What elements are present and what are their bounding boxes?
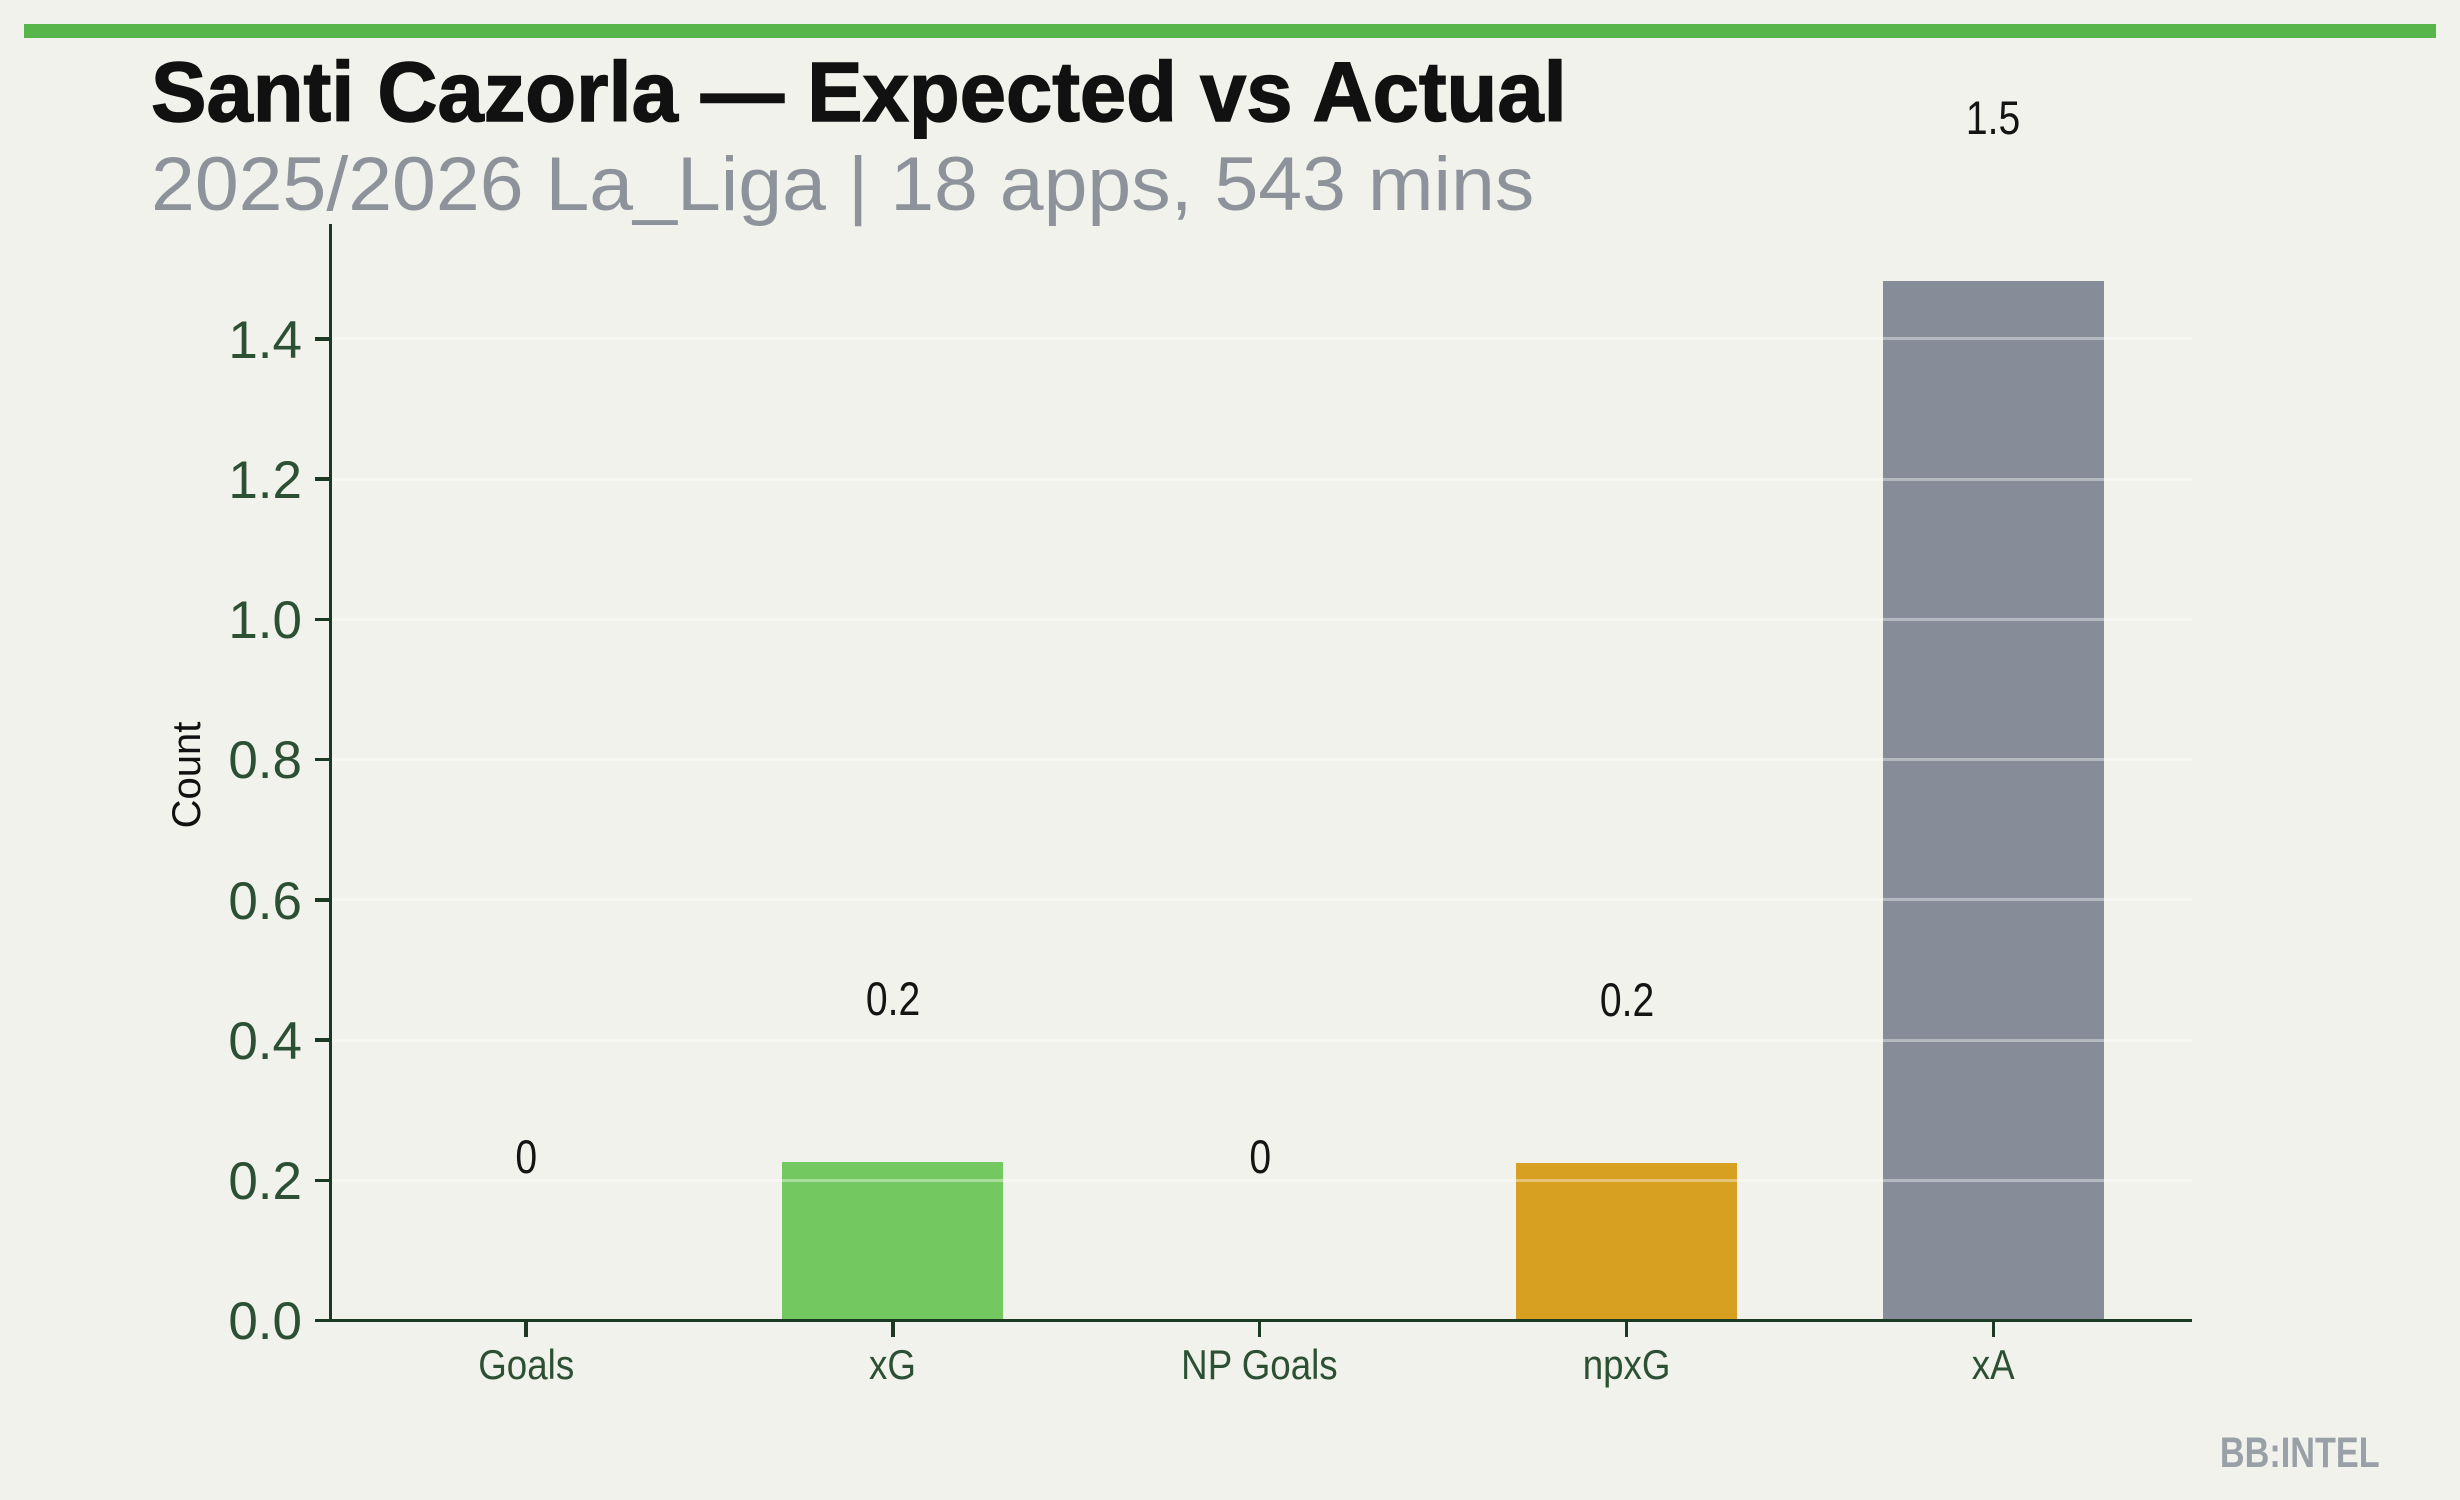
value-label-goals: 0 bbox=[515, 1131, 537, 1185]
x-tick-goals bbox=[524, 1322, 528, 1337]
x-tick-label-np-goals: NP Goals bbox=[1181, 1340, 1339, 1388]
value-label-npxg: 0.2 bbox=[1599, 973, 1654, 1027]
y-tick-label-0.2: 0.2 bbox=[228, 1151, 302, 1211]
y-tick-label-1.4: 1.4 bbox=[228, 310, 302, 370]
chart-subtitle: 2025/2026 La_Liga | 18 apps, 543 mins bbox=[151, 141, 1535, 227]
y-tick-label-0.8: 0.8 bbox=[228, 731, 302, 791]
chart-title: Santi Cazorla — Expected vs Actual bbox=[150, 44, 1567, 139]
y-tick-label-1.2: 1.2 bbox=[228, 450, 302, 510]
y-tick-label-0.6: 0.6 bbox=[228, 871, 302, 931]
x-tick-label-xa: xA bbox=[1972, 1340, 2015, 1388]
value-label-xa: 1.5 bbox=[1966, 92, 2021, 146]
bar-xg bbox=[782, 1162, 1004, 1323]
x-axis-line bbox=[315, 1318, 2192, 1323]
y-tick-label-1.0: 1.0 bbox=[228, 591, 302, 651]
x-tick-label-goals: Goals bbox=[478, 1340, 574, 1388]
gridline-y-1 bbox=[330, 617, 2192, 621]
x-tick-npxg bbox=[1625, 1322, 1629, 1337]
gridline-y-0.4 bbox=[330, 1038, 2192, 1042]
y-tick-label-0.0: 0.0 bbox=[228, 1292, 302, 1352]
y-tick-1.4 bbox=[315, 337, 331, 341]
y-axis-line bbox=[328, 224, 333, 1323]
x-tick-label-npxg: npxG bbox=[1582, 1340, 1671, 1388]
y-tick-1.2 bbox=[315, 477, 331, 481]
y-tick-0.2 bbox=[315, 1178, 331, 1182]
watermark: BB:INTEL bbox=[2220, 1429, 2380, 1477]
bar-npxg bbox=[1516, 1162, 1738, 1323]
gridline-y-1.4 bbox=[330, 337, 2192, 341]
x-tick-label-xg: xG bbox=[869, 1340, 917, 1388]
y-tick-0.8 bbox=[315, 757, 331, 762]
x-tick-np-goals bbox=[1258, 1322, 1262, 1337]
x-tick-xg bbox=[891, 1322, 895, 1337]
gridline-y-0.8 bbox=[330, 758, 2192, 762]
top-accent-bar bbox=[24, 23, 2436, 38]
value-label-xg: 0.2 bbox=[865, 972, 921, 1026]
y-tick-0.6 bbox=[315, 898, 331, 902]
gridline-y-0.2 bbox=[330, 1178, 2192, 1182]
value-label-np-goals: 0 bbox=[1248, 1131, 1271, 1185]
y-tick-0.4 bbox=[315, 1038, 331, 1042]
gridline-y-1.2 bbox=[330, 477, 2192, 481]
gridline-y-0.6 bbox=[330, 898, 2192, 902]
y-tick-1.0 bbox=[315, 617, 331, 622]
bar-xa bbox=[1883, 281, 2104, 1323]
x-tick-xa bbox=[1991, 1322, 1996, 1337]
y-tick-label-0.4: 0.4 bbox=[228, 1011, 302, 1071]
